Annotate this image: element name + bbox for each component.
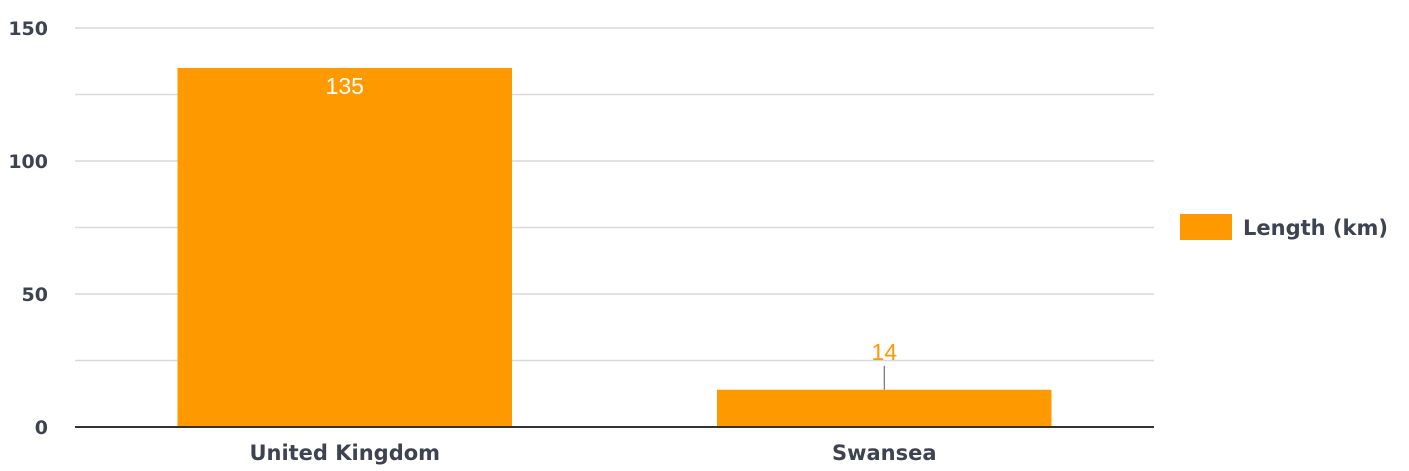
legend-swatch (1180, 214, 1232, 240)
bars (177, 67, 1052, 428)
bar-united-kingdom[interactable] (177, 67, 512, 428)
legend-label-length-km: Length (km) (1243, 216, 1388, 240)
x-category-label-united-kingdom: United Kingdom (249, 441, 440, 465)
y-tick-label-100: 100 (8, 151, 48, 173)
bar-swansea[interactable] (717, 389, 1052, 427)
y-tick-label-0: 0 (35, 417, 48, 439)
y-axis-tick-labels: 0 50 100 150 (8, 18, 48, 439)
x-axis-category-labels: United Kingdom Swansea (249, 441, 936, 465)
data-labels: 135 14 (326, 73, 897, 390)
y-tick-label-50: 50 (22, 284, 48, 306)
data-label-0: 135 (326, 73, 364, 99)
y-tick-label-150: 150 (8, 18, 48, 40)
x-category-label-swansea: Swansea (832, 441, 937, 465)
legend[interactable]: Length (km) (1180, 214, 1388, 240)
data-label-1: 14 (871, 339, 897, 365)
